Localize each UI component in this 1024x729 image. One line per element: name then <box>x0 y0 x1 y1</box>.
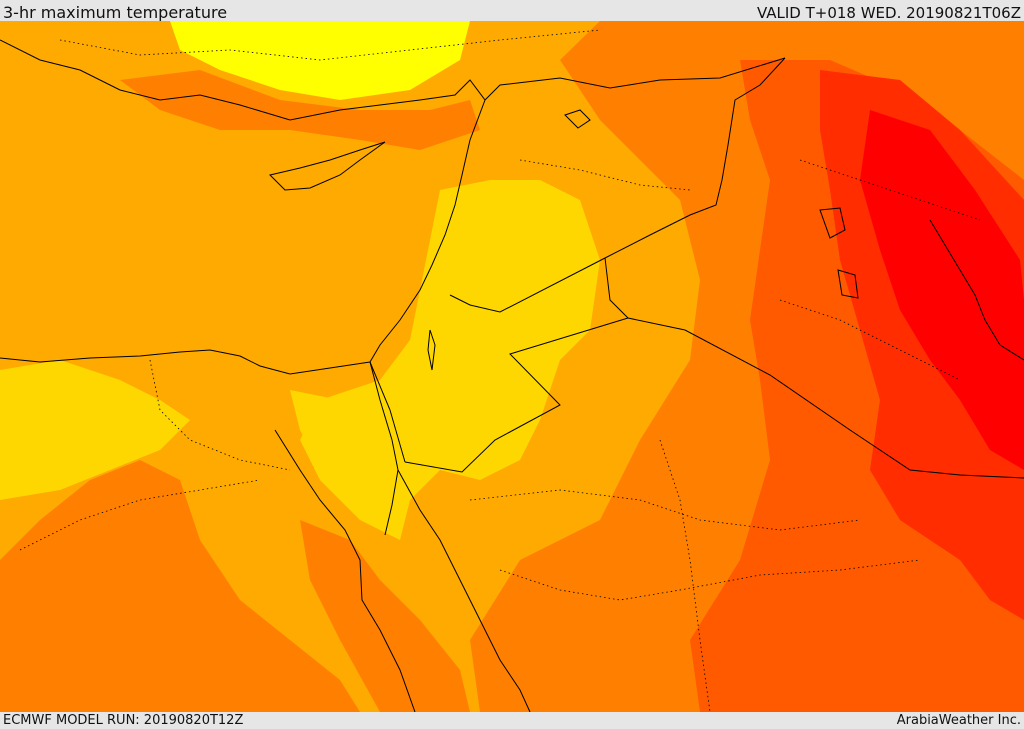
coastline-turkey-south <box>0 39 486 141</box>
border-syria-iraq <box>604 57 786 259</box>
coastline-egypt-north <box>0 349 371 375</box>
temperature-map <box>0 21 1024 712</box>
model-run-label: ECMWF MODEL RUN: 20190820T12Z <box>3 713 244 728</box>
coastline-persian-gulf <box>929 219 1024 361</box>
border-turkey-syria <box>484 57 786 101</box>
temp-field-mild-egypt <box>0 360 190 500</box>
map-title: 3-hr maximum temperature <box>3 3 228 22</box>
border-syria-jordan <box>449 257 606 313</box>
province-boundary-iraq-2 <box>779 299 961 381</box>
valid-time: VALID T+018 WED. 20190821T06Z <box>756 4 1021 22</box>
temp-field-peak-gulf <box>860 110 1024 470</box>
province-boundary-turkey-1 <box>59 29 601 61</box>
temp-field-warm-west <box>0 460 360 712</box>
coastline-gulf-of-aqaba <box>369 361 399 536</box>
coastline-cyprus <box>269 141 386 191</box>
border-jordan-saudi <box>404 317 629 473</box>
temp-field-warm-turkey <box>120 70 480 150</box>
lake-razazah-outline <box>837 269 859 299</box>
coastline-gulf-of-suez <box>274 429 416 712</box>
temp-field-mild-sinai <box>290 390 395 510</box>
dead-sea-outline <box>427 329 436 371</box>
temp-field-cool-turkey <box>170 21 470 100</box>
border-egypt-israel <box>369 361 406 463</box>
footer-bar: ECMWF MODEL RUN: 20190820T12Z ArabiaWeat… <box>0 712 1024 729</box>
credit-label: ArabiaWeather Inc. <box>896 713 1021 728</box>
border-jordan-iraq <box>604 257 629 319</box>
province-boundary-saudi-1 <box>469 489 861 531</box>
province-boundary-iraq-1 <box>799 159 981 221</box>
temp-field-warm-redsea <box>300 520 470 712</box>
province-boundary-saudi-2 <box>499 559 921 601</box>
coastline-red-sea-east <box>397 469 531 712</box>
temperature-map-svg <box>0 21 1024 712</box>
coastline-levant <box>369 139 471 363</box>
header-bar: 3-hr maximum temperature VALID T+018 WED… <box>0 0 1024 22</box>
lake-assad-outline <box>564 109 591 129</box>
border-iraq-saudi <box>627 317 1024 479</box>
lake-tharthar-outline <box>819 207 846 239</box>
